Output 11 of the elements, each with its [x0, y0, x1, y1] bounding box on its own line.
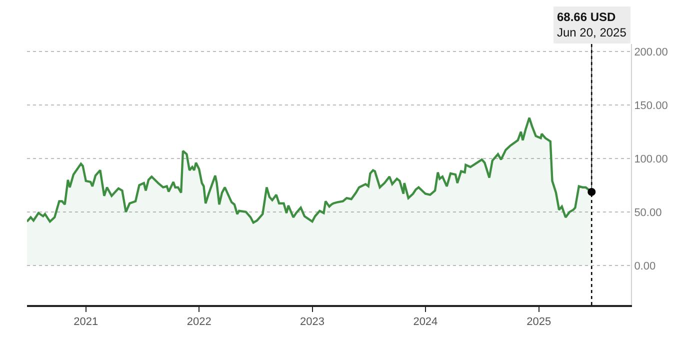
y-tick-label: 100.00	[634, 153, 668, 166]
y-tick-label: 0.00	[634, 260, 656, 272]
y-tick-label: 150.00	[634, 100, 668, 112]
y-tick-label: 200.00	[634, 46, 668, 58]
x-tick-label: 2023	[300, 316, 324, 328]
x-tick-label: 2024	[413, 316, 438, 328]
annotation: 68.66 USD Jun 20, 2025	[557, 10, 627, 40]
x-tick-label: 2022	[186, 316, 212, 328]
y-tick-label: 50.00	[634, 206, 662, 219]
x-tick-label: 2021	[74, 316, 98, 328]
x-tick-label: 2025	[526, 316, 552, 328]
